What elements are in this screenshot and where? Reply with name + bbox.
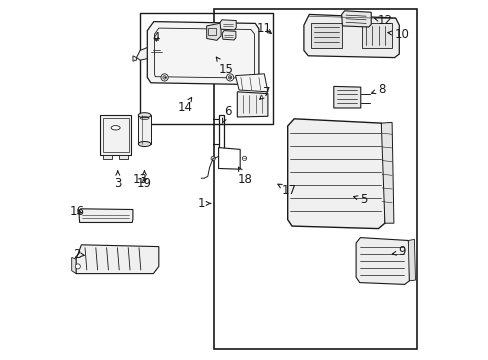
Polygon shape — [222, 31, 235, 40]
Polygon shape — [206, 23, 221, 40]
Polygon shape — [287, 119, 384, 229]
Text: 8: 8 — [371, 83, 385, 96]
Polygon shape — [341, 11, 370, 27]
Text: 4: 4 — [152, 31, 160, 44]
Polygon shape — [133, 56, 136, 61]
Text: 3: 3 — [114, 171, 121, 190]
Bar — [140, 13, 273, 124]
Text: 10: 10 — [387, 28, 409, 41]
Polygon shape — [147, 22, 258, 85]
Ellipse shape — [138, 141, 151, 147]
Bar — [100, 115, 131, 155]
Polygon shape — [76, 245, 159, 274]
Bar — [310, 23, 341, 48]
Polygon shape — [103, 155, 112, 159]
Text: 13: 13 — [132, 173, 147, 186]
Circle shape — [228, 76, 231, 79]
Text: 9: 9 — [391, 246, 405, 258]
Ellipse shape — [111, 126, 120, 130]
Text: 15: 15 — [216, 57, 233, 76]
Bar — [138, 115, 151, 144]
Text: 14: 14 — [177, 98, 192, 114]
Text: 18: 18 — [237, 167, 252, 186]
Polygon shape — [79, 209, 133, 222]
Text: 1: 1 — [197, 197, 210, 210]
Text: 17: 17 — [277, 184, 296, 197]
Polygon shape — [235, 74, 267, 92]
Circle shape — [163, 76, 166, 79]
Text: 6: 6 — [222, 105, 231, 123]
Polygon shape — [355, 238, 408, 284]
Bar — [213, 9, 416, 349]
Ellipse shape — [138, 113, 151, 118]
Polygon shape — [176, 56, 179, 61]
Bar — [208, 28, 216, 35]
Circle shape — [211, 156, 215, 161]
Circle shape — [161, 74, 168, 81]
Polygon shape — [407, 239, 415, 281]
Polygon shape — [237, 92, 267, 117]
Bar — [102, 118, 128, 152]
Text: 5: 5 — [353, 193, 367, 206]
Polygon shape — [218, 148, 240, 169]
Circle shape — [75, 264, 80, 269]
Circle shape — [226, 74, 233, 81]
Text: 7: 7 — [259, 86, 270, 99]
Text: 19: 19 — [137, 171, 152, 190]
Polygon shape — [381, 122, 393, 223]
Text: 16: 16 — [69, 205, 84, 218]
Polygon shape — [220, 20, 236, 30]
Polygon shape — [136, 45, 176, 60]
Circle shape — [242, 156, 246, 161]
Bar — [361, 23, 391, 48]
Text: 2: 2 — [73, 248, 84, 261]
Polygon shape — [119, 155, 127, 159]
Polygon shape — [333, 86, 360, 108]
Text: 12: 12 — [374, 14, 392, 27]
Polygon shape — [72, 257, 76, 274]
Polygon shape — [303, 14, 399, 58]
Text: 11: 11 — [257, 22, 272, 35]
